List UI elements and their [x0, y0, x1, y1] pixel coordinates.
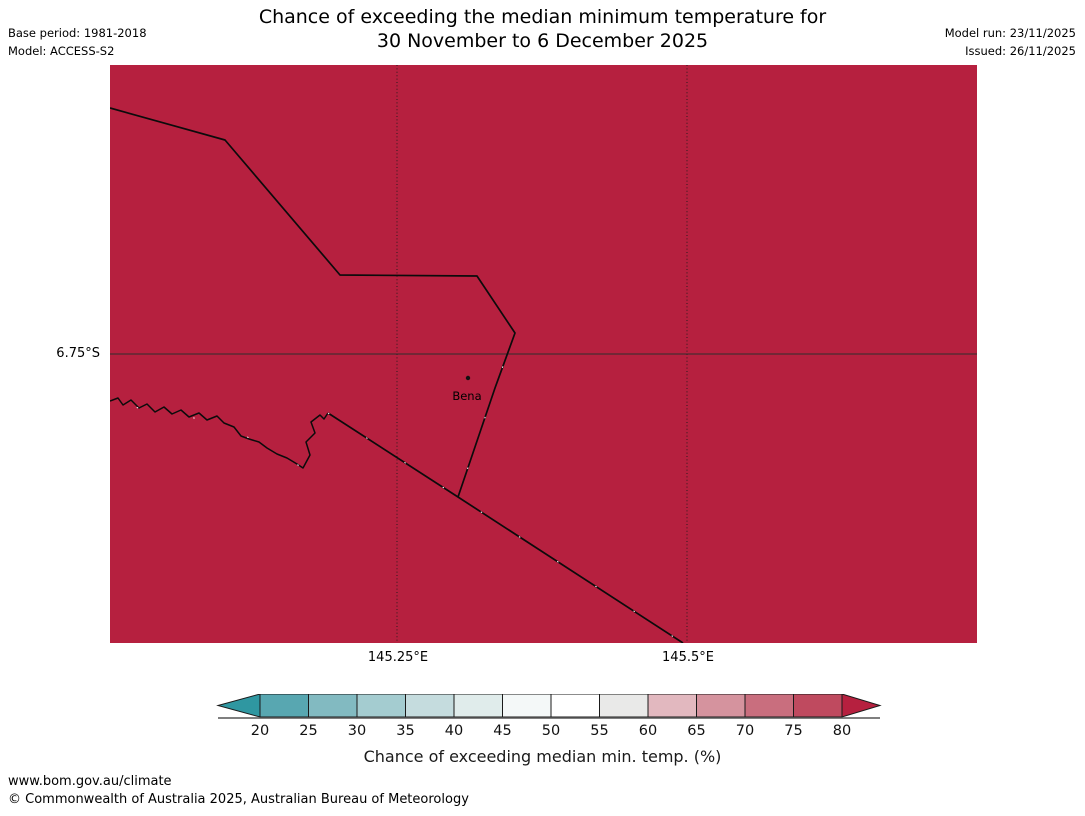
model-run-text: Model run: 23/11/2025	[944, 26, 1076, 40]
colorbar-segment	[696, 694, 746, 718]
page-title-line1: Chance of exceeding the median minimum t…	[258, 6, 827, 28]
colorbar-segment	[453, 694, 503, 718]
map-panel: Bena	[109, 65, 977, 644]
diagonal-boundary-line	[327, 412, 684, 644]
model-text: Model: ACCESS-S2	[8, 44, 115, 58]
lon-axis-label-145-25: 145.25°E	[367, 650, 429, 665]
title-block: Chance of exceeding the median minimum t…	[0, 6, 1085, 53]
colorbar-segment	[259, 694, 309, 718]
run-info-block: Model run: 23/11/2025 Issued: 26/11/2025	[945, 24, 1076, 60]
colorbar-segment	[502, 694, 552, 718]
lat-axis-label: 6.75°S	[56, 346, 100, 361]
colorbar-baseline	[218, 717, 880, 719]
colorbar-tick-label: 60	[639, 723, 657, 739]
colorbar-tick-label: 75	[784, 723, 802, 739]
colorbar-segment	[744, 694, 794, 718]
place-label-bena: Bena	[452, 389, 482, 403]
colorbar-segment	[356, 694, 406, 718]
bena-marker-dot	[465, 375, 471, 381]
page-title-line2: 30 November to 6 December 2025	[376, 29, 709, 52]
colorbar-tick-label: 80	[833, 723, 851, 739]
colorbar-segment	[599, 694, 649, 718]
issued-text: Issued: 26/11/2025	[965, 44, 1076, 58]
footer-url-text: www.bom.gov.au/climate	[8, 774, 172, 789]
colorbar-segment	[405, 694, 455, 718]
colorbar-tick-label: 25	[299, 723, 317, 739]
colorbar-tick-label: 20	[251, 723, 269, 739]
colorbar-tick-label: 50	[542, 723, 560, 739]
colorbar-segment	[793, 694, 843, 718]
river-line	[109, 397, 329, 469]
colorbar-tick-label: 70	[736, 723, 754, 739]
colorbar-tick-label: 55	[590, 723, 608, 739]
colorbar-caption: Chance of exceeding median min. temp. (%…	[363, 747, 722, 766]
colorbar-segment	[308, 694, 358, 718]
lon-axis-label-145-5: 145.5°E	[662, 650, 714, 665]
colorbar: 20 25 30 35 40 45 50 55 60 65 70 75 80	[216, 694, 882, 739]
colorbar-right-arrow	[841, 694, 882, 718]
base-period-text: Base period: 1981-2018	[8, 26, 147, 40]
colorbar-tick-label: 30	[348, 723, 366, 739]
colorbar-left-arrow	[216, 694, 261, 718]
colorbar-tick-label: 45	[493, 723, 511, 739]
colorbar-segment	[550, 694, 600, 718]
colorbar-tick-label: 65	[687, 723, 705, 739]
footer-copyright-text: © Commonwealth of Australia 2025, Austra…	[8, 792, 469, 807]
district-boundary-line	[109, 107, 516, 498]
map-svg	[109, 65, 977, 644]
model-info-block: Base period: 1981-2018 Model: ACCESS-S2	[8, 24, 147, 60]
colorbar-tick-label: 35	[396, 723, 414, 739]
colorbar-tick-label: 40	[445, 723, 463, 739]
colorbar-segment	[647, 694, 697, 718]
